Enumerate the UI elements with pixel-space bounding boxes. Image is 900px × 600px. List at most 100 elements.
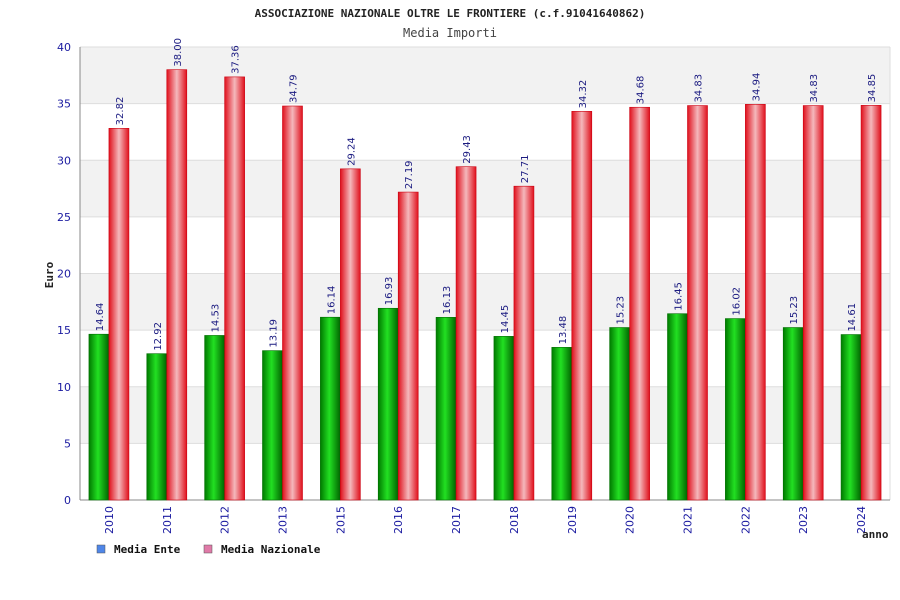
y-tick-label: 30 [57,154,71,167]
plot-band [80,103,890,161]
value-label: 34.83 [694,74,705,103]
x-tick-label: 2010 [103,506,116,534]
bar-media-ente-2015 [320,316,341,501]
bar-media-ente-2011 [146,353,168,501]
value-label: 14.64 [95,303,106,332]
bar-media-ente-2023 [782,327,804,501]
bar-media-ente-2021 [667,313,688,501]
chart-subtitle: Media Importi [403,26,497,40]
legend-swatch-media-nazionale [203,544,213,554]
x-tick-label: 2011 [161,506,174,534]
chart-title: ASSOCIAZIONE NAZIONALE OLTRE LE FRONTIER… [255,7,646,20]
value-label: 16.13 [442,286,453,315]
bar-media-ente-2022 [725,318,746,501]
bar-media-ente-2018 [493,336,515,501]
y-tick-label: 0 [64,494,71,507]
bar-media-nazionale-2011 [166,69,188,501]
value-label: 27.71 [520,155,531,184]
value-label: 15.23 [616,296,627,325]
value-label: 34.32 [578,80,589,109]
value-label: 12.92 [153,322,164,351]
value-label: 32.82 [115,97,126,126]
plot-band [80,330,890,387]
bar-media-ente-2016 [377,307,399,501]
bar-media-nazionale-2013 [282,105,303,501]
legend-swatch-media-ente [96,544,106,554]
value-label: 16.45 [674,282,685,311]
value-label: 13.19 [269,319,280,348]
value-label: 29.24 [346,137,357,166]
x-tick-label: 2016 [392,506,405,534]
value-labels: 14.64 32.82 12.92 38.00 14.53 37.36 13.19 34.79… [95,38,878,351]
value-label: 14.45 [500,305,511,334]
bar-media-nazionale-2016 [397,191,419,501]
y-tick-label: 25 [57,211,71,224]
y-tick-label: 20 [57,268,71,281]
value-label: 34.85 [867,74,878,103]
plot-band [80,160,890,217]
value-label: 14.61 [847,303,858,332]
bar-media-nazionale-2021 [687,105,708,501]
value-label: 15.23 [789,296,800,325]
bar-media-nazionale-2023 [802,105,824,501]
x-tick-label: 2022 [739,506,752,534]
bar-media-nazionale-2019 [571,111,593,501]
plot-band [80,443,890,500]
value-label: 13.48 [558,316,569,345]
y-axis-label: Euro [43,261,56,288]
x-tick-label: 2019 [566,506,579,534]
y-tick-labels: 0 5 10 15 20 25 30 35 40 [57,41,71,507]
x-tick-label: 2021 [682,506,695,534]
bar-media-nazionale-2015 [340,168,361,501]
x-tick-label: 2013 [277,506,290,534]
x-tick-label: 2015 [334,506,347,534]
bar-media-nazionale-2024 [860,105,882,501]
value-label: 14.53 [211,304,222,333]
y-tick-label: 35 [57,98,71,111]
y-tick-label: 5 [64,437,71,450]
bar-media-nazionale-2017 [455,166,477,501]
x-tick-label: 2020 [624,506,637,534]
y-tick-label: 10 [57,381,71,394]
value-label: 16.02 [731,287,742,316]
plot-band [80,47,890,104]
bars [88,69,882,501]
value-label: 34.68 [636,76,647,105]
x-tick-label: 2018 [508,506,521,534]
bar-media-nazionale-2022 [745,104,766,501]
bar-media-ente-2019 [551,347,573,501]
value-label: 16.14 [326,286,337,315]
y-tick-label: 40 [57,41,71,54]
plot-band [80,273,890,331]
x-tick-label: 2017 [450,506,463,534]
legend-label-media-nazionale: Media Nazionale [221,543,321,556]
bar-media-ente-2012 [204,335,225,501]
plot-band [80,216,890,274]
bar-media-ente-2013 [262,350,283,501]
bar-media-ente-2020 [609,327,630,501]
value-label: 38.00 [173,38,184,67]
x-tick-labels: 2010 2011 2012 2013 2015 2016 2017 2018 2019 2020… [103,506,868,534]
value-label: 16.93 [384,277,395,306]
plot-band [80,386,890,444]
x-tick-label: 2012 [219,506,232,534]
bar-media-nazionale-2010 [108,128,130,501]
legend-label-media-ente: Media Ente [114,543,181,556]
bar-media-ente-2017 [435,317,457,501]
bar-media-ente-2024 [840,334,862,501]
bar-media-nazionale-2012 [224,76,245,501]
x-axis-label: anno [862,528,889,541]
value-label: 29.43 [462,135,473,164]
value-label: 27.19 [404,160,415,189]
value-label: 34.79 [289,74,300,103]
legend: Media Ente Media Nazionale [96,543,321,556]
x-tick-label: 2023 [797,506,810,534]
x-tick-label: 2024 [855,506,868,534]
value-label: 37.36 [231,45,242,74]
bar-media-ente-2010 [88,333,110,501]
value-label: 34.83 [809,74,820,103]
y-tick-label: 15 [57,324,71,337]
bar-media-nazionale-2020 [629,106,650,501]
bar-media-nazionale-2018 [513,185,535,501]
